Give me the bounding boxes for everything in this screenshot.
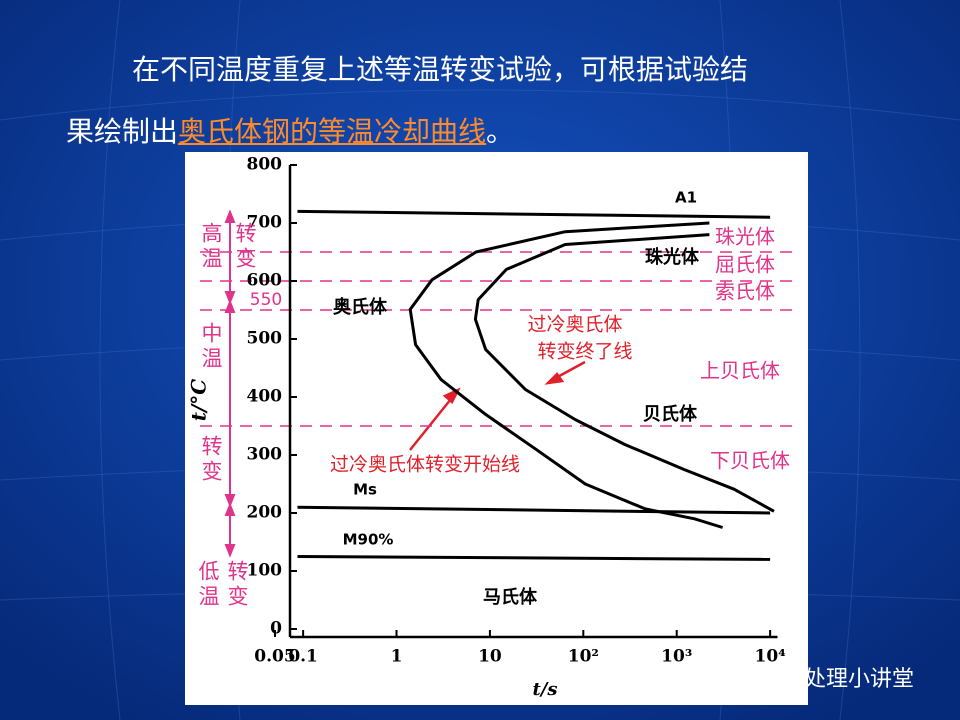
phase-label: 珠光体 (645, 246, 700, 268)
x-tick-label: 1 (391, 647, 403, 667)
product-label: 珠光体 (715, 225, 775, 249)
curve (473, 233, 775, 513)
x-tick-label: 10 (478, 647, 502, 667)
curve (408, 221, 724, 529)
slide-text: 在不同温度重复上述等温转变试验，可根据试验结 (132, 53, 749, 86)
phase-label: 马氏体 (483, 586, 538, 608)
x-axis-label: t/s (532, 679, 557, 700)
x-tick-label: 0.05 (254, 647, 295, 667)
curve (297, 209, 771, 219)
marked-temperature: 550 (250, 290, 282, 310)
zone-label: 转变 (233, 222, 257, 272)
slide-text: 果绘制出 (66, 115, 179, 148)
y-axis-label: t/°C (187, 379, 211, 422)
y-tick-label: 800 (247, 155, 283, 175)
zone-label: 转变 (199, 435, 223, 485)
curve (297, 505, 771, 515)
zone-label: 高温 (199, 222, 223, 272)
product-label: 索氏体 (715, 280, 775, 304)
line-label: M90% (343, 531, 394, 549)
zone-label: 转变 (225, 560, 249, 610)
curve-label: 过冷奥氏体 (527, 314, 622, 336)
x-tick-label: 10² (568, 647, 599, 667)
product-label: 下贝氏体 (710, 449, 790, 473)
product-label: 屈氏体 (715, 253, 775, 277)
zone-label: 中温 (199, 322, 223, 372)
y-tick-label: 0 (270, 619, 282, 639)
y-tick-label: 600 (247, 271, 283, 291)
zone-bracket (224, 209, 236, 558)
line-label: Ms (353, 481, 377, 499)
product-label: 上贝氏体 (700, 359, 780, 383)
line-label: A1 (675, 189, 697, 207)
y-tick-label: 500 (247, 329, 283, 349)
curve-label: 过冷奥氏体转变开始线 (330, 454, 520, 476)
watermark-text: 热处理小讲堂 (782, 667, 914, 692)
phase-label: 贝氏体 (643, 403, 698, 425)
link-text[interactable]: 奥氏体钢的等温冷却曲线 (178, 115, 487, 148)
phase-label: 奥氏体 (333, 296, 388, 318)
arrows (409, 360, 586, 451)
y-tick-label: 300 (247, 445, 283, 465)
curve (297, 555, 771, 561)
y-tick-label: 200 (247, 503, 283, 523)
curve-label: 转变终了线 (537, 341, 632, 363)
y-tick-label: 100 (247, 561, 283, 581)
slide-text: 。 (486, 115, 515, 148)
y-tick-label: 700 (247, 213, 283, 233)
zone-label: 低温 (196, 560, 220, 610)
watermark: 热处理小讲堂 (751, 667, 914, 692)
x-tick-label: 0.1 (288, 647, 318, 667)
slide-text: 果绘制出奥氏体钢的等温冷却曲线。 (66, 110, 514, 150)
x-tick-label: 10⁴ (755, 647, 786, 667)
y-tick-label: 400 (247, 387, 283, 407)
x-tick-label: 10³ (661, 647, 692, 667)
